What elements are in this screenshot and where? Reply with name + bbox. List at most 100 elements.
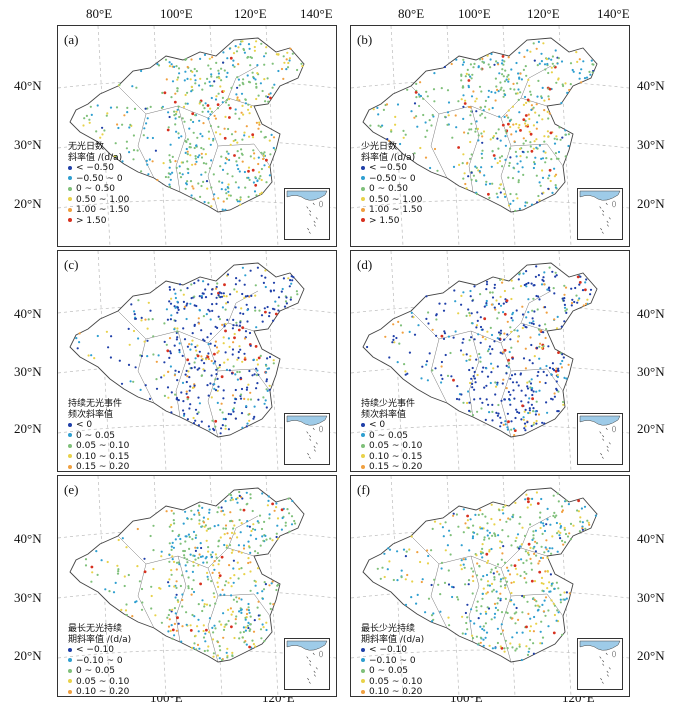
station-dot [527,650,530,653]
station-dot [480,407,483,410]
station-dot [477,139,480,142]
panel-label: (d) [357,257,373,272]
station-dot [290,523,294,526]
station-dot [545,157,548,160]
station-dot [562,403,565,406]
station-dot [545,328,548,331]
station-dot [176,87,179,90]
station-dot [170,297,173,300]
station-dot [184,373,187,376]
station-dot [562,84,565,88]
station-dot [522,103,525,106]
station-dot [473,377,476,380]
station-dot [585,278,588,281]
station-dot [197,424,200,427]
station-dot [509,326,512,329]
station-dot [238,370,241,374]
station-dot [165,308,168,311]
station-dot [181,117,184,120]
station-dot [247,540,250,543]
station-dot [557,390,560,393]
station-dot [482,109,485,112]
station-dot [533,355,536,358]
station-dot [529,625,532,628]
station-dot [186,65,189,69]
station-dot [143,340,146,343]
station-dot [140,316,143,319]
station-dot [253,579,256,582]
station-dot [291,279,294,282]
station-dot [561,539,564,542]
station-dot [185,58,188,61]
station-dot [275,502,278,505]
station-dot [413,116,416,119]
station-dot [263,581,266,584]
station-dot [529,90,532,93]
station-dot [245,643,248,646]
station-dot [135,86,138,89]
station-dot [491,296,495,299]
station-dot [482,61,485,64]
station-dot [573,300,576,304]
station-dot [215,373,218,376]
station-dot [446,544,449,547]
station-dot [258,123,261,126]
station-dot [173,585,176,588]
station-dot [490,517,493,521]
station-dot [537,370,540,374]
station-dot [208,167,211,170]
station-dot [281,287,284,291]
station-dot [167,625,171,628]
legend-range: 1.00 ~ 1.50 [76,205,130,215]
station-dot [535,422,538,425]
station-dot [449,351,452,355]
legend-range: 0.15 ~ 0.20 [76,462,130,472]
legend-title: 斜率值 /(d/a) [361,152,416,163]
station-dot [497,90,500,93]
station-dot [255,40,258,43]
station-dot [508,164,511,167]
station-dot [235,321,238,324]
station-dot [499,351,502,354]
station-dot [440,87,443,90]
station-dot [550,66,553,69]
station-dot [232,581,235,584]
station-dot [527,612,530,615]
station-dot [209,84,212,87]
station-dot [285,302,288,305]
station-dot [491,149,494,153]
station-dot [241,160,244,163]
station-dot [541,176,545,179]
station-dot [301,65,304,68]
station-dot [255,194,258,197]
station-dot [195,160,198,163]
station-dot [504,195,507,198]
station-dot [201,555,204,558]
station-dot [542,582,545,585]
station-dot [238,345,241,348]
station-dot [109,356,112,359]
station-dot [291,52,294,55]
station-dot [234,112,237,115]
station-dot [254,309,257,312]
station-dot [117,570,120,573]
station-dot [258,618,261,621]
station-dot [569,62,573,65]
station-dot [555,81,558,84]
station-dot [522,272,525,275]
station-dot [481,57,484,60]
inset-dash-line [601,456,604,459]
station-dot [198,367,201,370]
station-dot [280,508,284,512]
station-dot [246,525,249,528]
station-dot [502,512,505,515]
station-dot [222,200,225,203]
station-dot [519,91,522,94]
station-dot [525,285,528,288]
station-dot [495,411,498,414]
station-dot [248,81,252,84]
station-dot [163,374,166,377]
station-dot [176,300,179,303]
station-dot [557,77,560,80]
station-dot [238,84,241,87]
